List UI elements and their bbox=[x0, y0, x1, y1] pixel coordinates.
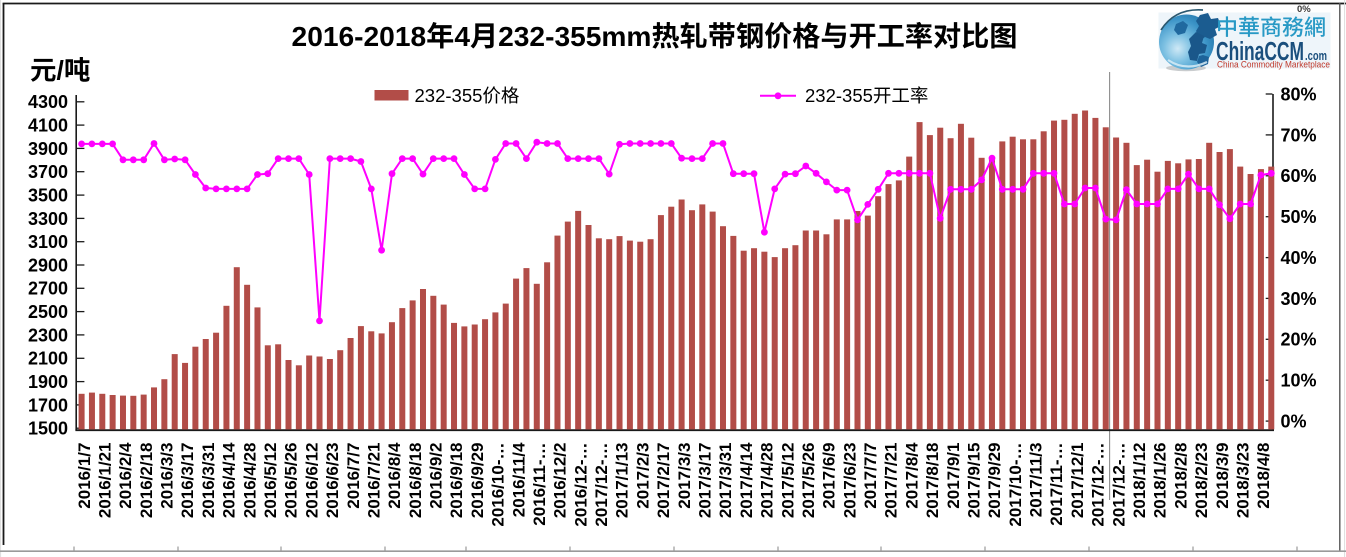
svg-text:2017/12-…: 2017/12-… bbox=[1109, 443, 1128, 527]
svg-text:4100: 4100 bbox=[28, 116, 68, 136]
svg-text:2017/9/1: 2017/9/1 bbox=[944, 443, 963, 509]
svg-text:.com: .com bbox=[1305, 48, 1327, 63]
svg-text:30%: 30% bbox=[1281, 289, 1317, 309]
svg-text:2016/8/4: 2016/8/4 bbox=[385, 442, 404, 509]
svg-text:3500: 3500 bbox=[28, 186, 68, 206]
svg-text:232-355: 232-355 bbox=[415, 85, 483, 106]
svg-text:2016/3/3: 2016/3/3 bbox=[158, 443, 177, 509]
svg-text:2018/2/8: 2018/2/8 bbox=[1171, 443, 1190, 509]
svg-text:2300: 2300 bbox=[28, 325, 68, 345]
svg-text:2017/5/26: 2017/5/26 bbox=[799, 443, 818, 519]
svg-text:2018/3/9: 2018/3/9 bbox=[1213, 443, 1232, 509]
svg-text:0%: 0% bbox=[1281, 412, 1307, 432]
svg-text:2017/2/3: 2017/2/3 bbox=[633, 443, 652, 509]
svg-text:2017/3/3: 2017/3/3 bbox=[675, 443, 694, 509]
svg-text:1900: 1900 bbox=[28, 372, 68, 392]
svg-text:232-355mm: 232-355mm bbox=[498, 21, 651, 52]
svg-text:2016/11-…: 2016/11-… bbox=[530, 443, 549, 526]
svg-text:China Commodity Marketplace: China Commodity Marketplace bbox=[1217, 60, 1330, 70]
svg-text:2017/10-…: 2017/10-… bbox=[1006, 443, 1025, 527]
svg-text:2018/2/23: 2018/2/23 bbox=[1192, 443, 1211, 519]
svg-text:2100: 2100 bbox=[28, 349, 68, 369]
svg-text:2016/5/12: 2016/5/12 bbox=[261, 443, 280, 519]
svg-text:2017/11-…: 2017/11-… bbox=[1047, 443, 1066, 526]
svg-text:3300: 3300 bbox=[28, 209, 68, 229]
svg-text:2016/11/4: 2016/11/4 bbox=[509, 442, 528, 517]
svg-text:10%: 10% bbox=[1281, 371, 1317, 391]
svg-text:/: / bbox=[57, 56, 65, 86]
svg-text:2700: 2700 bbox=[28, 279, 68, 299]
svg-text:2016/7/21: 2016/7/21 bbox=[365, 443, 384, 519]
svg-text:2017/7/7: 2017/7/7 bbox=[861, 443, 880, 509]
svg-text:2017/8/4: 2017/8/4 bbox=[902, 442, 921, 509]
svg-text:2017/12-…: 2017/12-… bbox=[592, 443, 611, 527]
svg-text:2017/9/29: 2017/9/29 bbox=[985, 442, 1004, 518]
svg-text:2500: 2500 bbox=[28, 302, 68, 322]
svg-text:40%: 40% bbox=[1281, 248, 1317, 268]
svg-text:2016/1/7: 2016/1/7 bbox=[75, 443, 94, 509]
svg-text:3900: 3900 bbox=[28, 139, 68, 159]
svg-text:2017/3/17: 2017/3/17 bbox=[696, 443, 715, 519]
svg-text:232-355: 232-355 bbox=[805, 85, 873, 106]
svg-text:2016/9/29: 2016/9/29 bbox=[468, 443, 487, 519]
svg-text:2016/4/28: 2016/4/28 bbox=[240, 443, 259, 519]
svg-text:2016/2/4: 2016/2/4 bbox=[116, 442, 135, 509]
svg-text:60%: 60% bbox=[1281, 166, 1317, 186]
svg-text:2017/8/18: 2017/8/18 bbox=[923, 443, 942, 519]
svg-text:2017/12/1: 2017/12/1 bbox=[1068, 443, 1087, 519]
svg-text:70%: 70% bbox=[1281, 125, 1317, 145]
svg-text:2017/7/21: 2017/7/21 bbox=[882, 443, 901, 519]
svg-text:2017/4/14: 2017/4/14 bbox=[737, 442, 756, 518]
svg-text:2017/11/3: 2017/11/3 bbox=[1027, 443, 1046, 518]
svg-text:2016/9/18: 2016/9/18 bbox=[447, 443, 466, 519]
svg-text:2016/6/23: 2016/6/23 bbox=[323, 443, 342, 519]
svg-text:2017/5/12: 2017/5/12 bbox=[778, 443, 797, 519]
svg-text:1700: 1700 bbox=[28, 395, 68, 415]
svg-text:3100: 3100 bbox=[28, 232, 68, 252]
svg-text:2016/12/2: 2016/12/2 bbox=[551, 443, 570, 519]
svg-text:2016/4/14: 2016/4/14 bbox=[220, 442, 239, 518]
svg-text:2017/1/13: 2017/1/13 bbox=[613, 443, 632, 519]
svg-text:2016/3/31: 2016/3/31 bbox=[199, 443, 218, 519]
svg-text:2016/10-…: 2016/10-… bbox=[489, 442, 508, 526]
svg-text:2017/6/9: 2017/6/9 bbox=[820, 443, 839, 509]
svg-text:2018/1/12: 2018/1/12 bbox=[1130, 443, 1149, 519]
svg-text:4: 4 bbox=[454, 21, 470, 52]
svg-text:2016/8/18: 2016/8/18 bbox=[406, 443, 425, 519]
svg-text:1500: 1500 bbox=[28, 419, 68, 439]
svg-text:2017/4/28: 2017/4/28 bbox=[758, 443, 777, 519]
svg-text:2016/3/17: 2016/3/17 bbox=[178, 443, 197, 519]
svg-text:2017/12-…: 2017/12-… bbox=[1089, 443, 1108, 527]
svg-text:2018/3/23: 2018/3/23 bbox=[1233, 443, 1252, 519]
svg-text:20%: 20% bbox=[1281, 330, 1317, 350]
svg-text:2017/2/17: 2017/2/17 bbox=[654, 443, 673, 519]
svg-text:2018/4/8: 2018/4/8 bbox=[1254, 443, 1273, 509]
svg-text:50%: 50% bbox=[1281, 207, 1317, 227]
svg-text:0%: 0% bbox=[1297, 4, 1311, 15]
svg-text:2016/7/7: 2016/7/7 bbox=[344, 443, 363, 509]
svg-text:2016/2/18: 2016/2/18 bbox=[137, 443, 156, 519]
svg-text:2016/5/26: 2016/5/26 bbox=[282, 443, 301, 519]
svg-text:2900: 2900 bbox=[28, 255, 68, 275]
svg-text:2016/12-…: 2016/12-… bbox=[571, 443, 590, 527]
svg-text:2018/1/26: 2018/1/26 bbox=[1151, 443, 1170, 519]
svg-text:2016-2018: 2016-2018 bbox=[292, 21, 427, 52]
svg-text:2017/6/23: 2017/6/23 bbox=[840, 443, 859, 519]
svg-text:2017/9/15: 2017/9/15 bbox=[965, 443, 984, 519]
svg-text:ChinaCCM: ChinaCCM bbox=[1216, 38, 1304, 66]
svg-text:2017/3/31: 2017/3/31 bbox=[716, 443, 735, 519]
svg-text:4300: 4300 bbox=[28, 92, 68, 112]
svg-text:80%: 80% bbox=[1281, 84, 1317, 104]
svg-text:2016/6/12: 2016/6/12 bbox=[302, 443, 321, 519]
svg-text:2016/9/2: 2016/9/2 bbox=[427, 443, 446, 509]
svg-text:2016/1/21: 2016/1/21 bbox=[96, 443, 115, 519]
svg-text:3700: 3700 bbox=[28, 162, 68, 182]
